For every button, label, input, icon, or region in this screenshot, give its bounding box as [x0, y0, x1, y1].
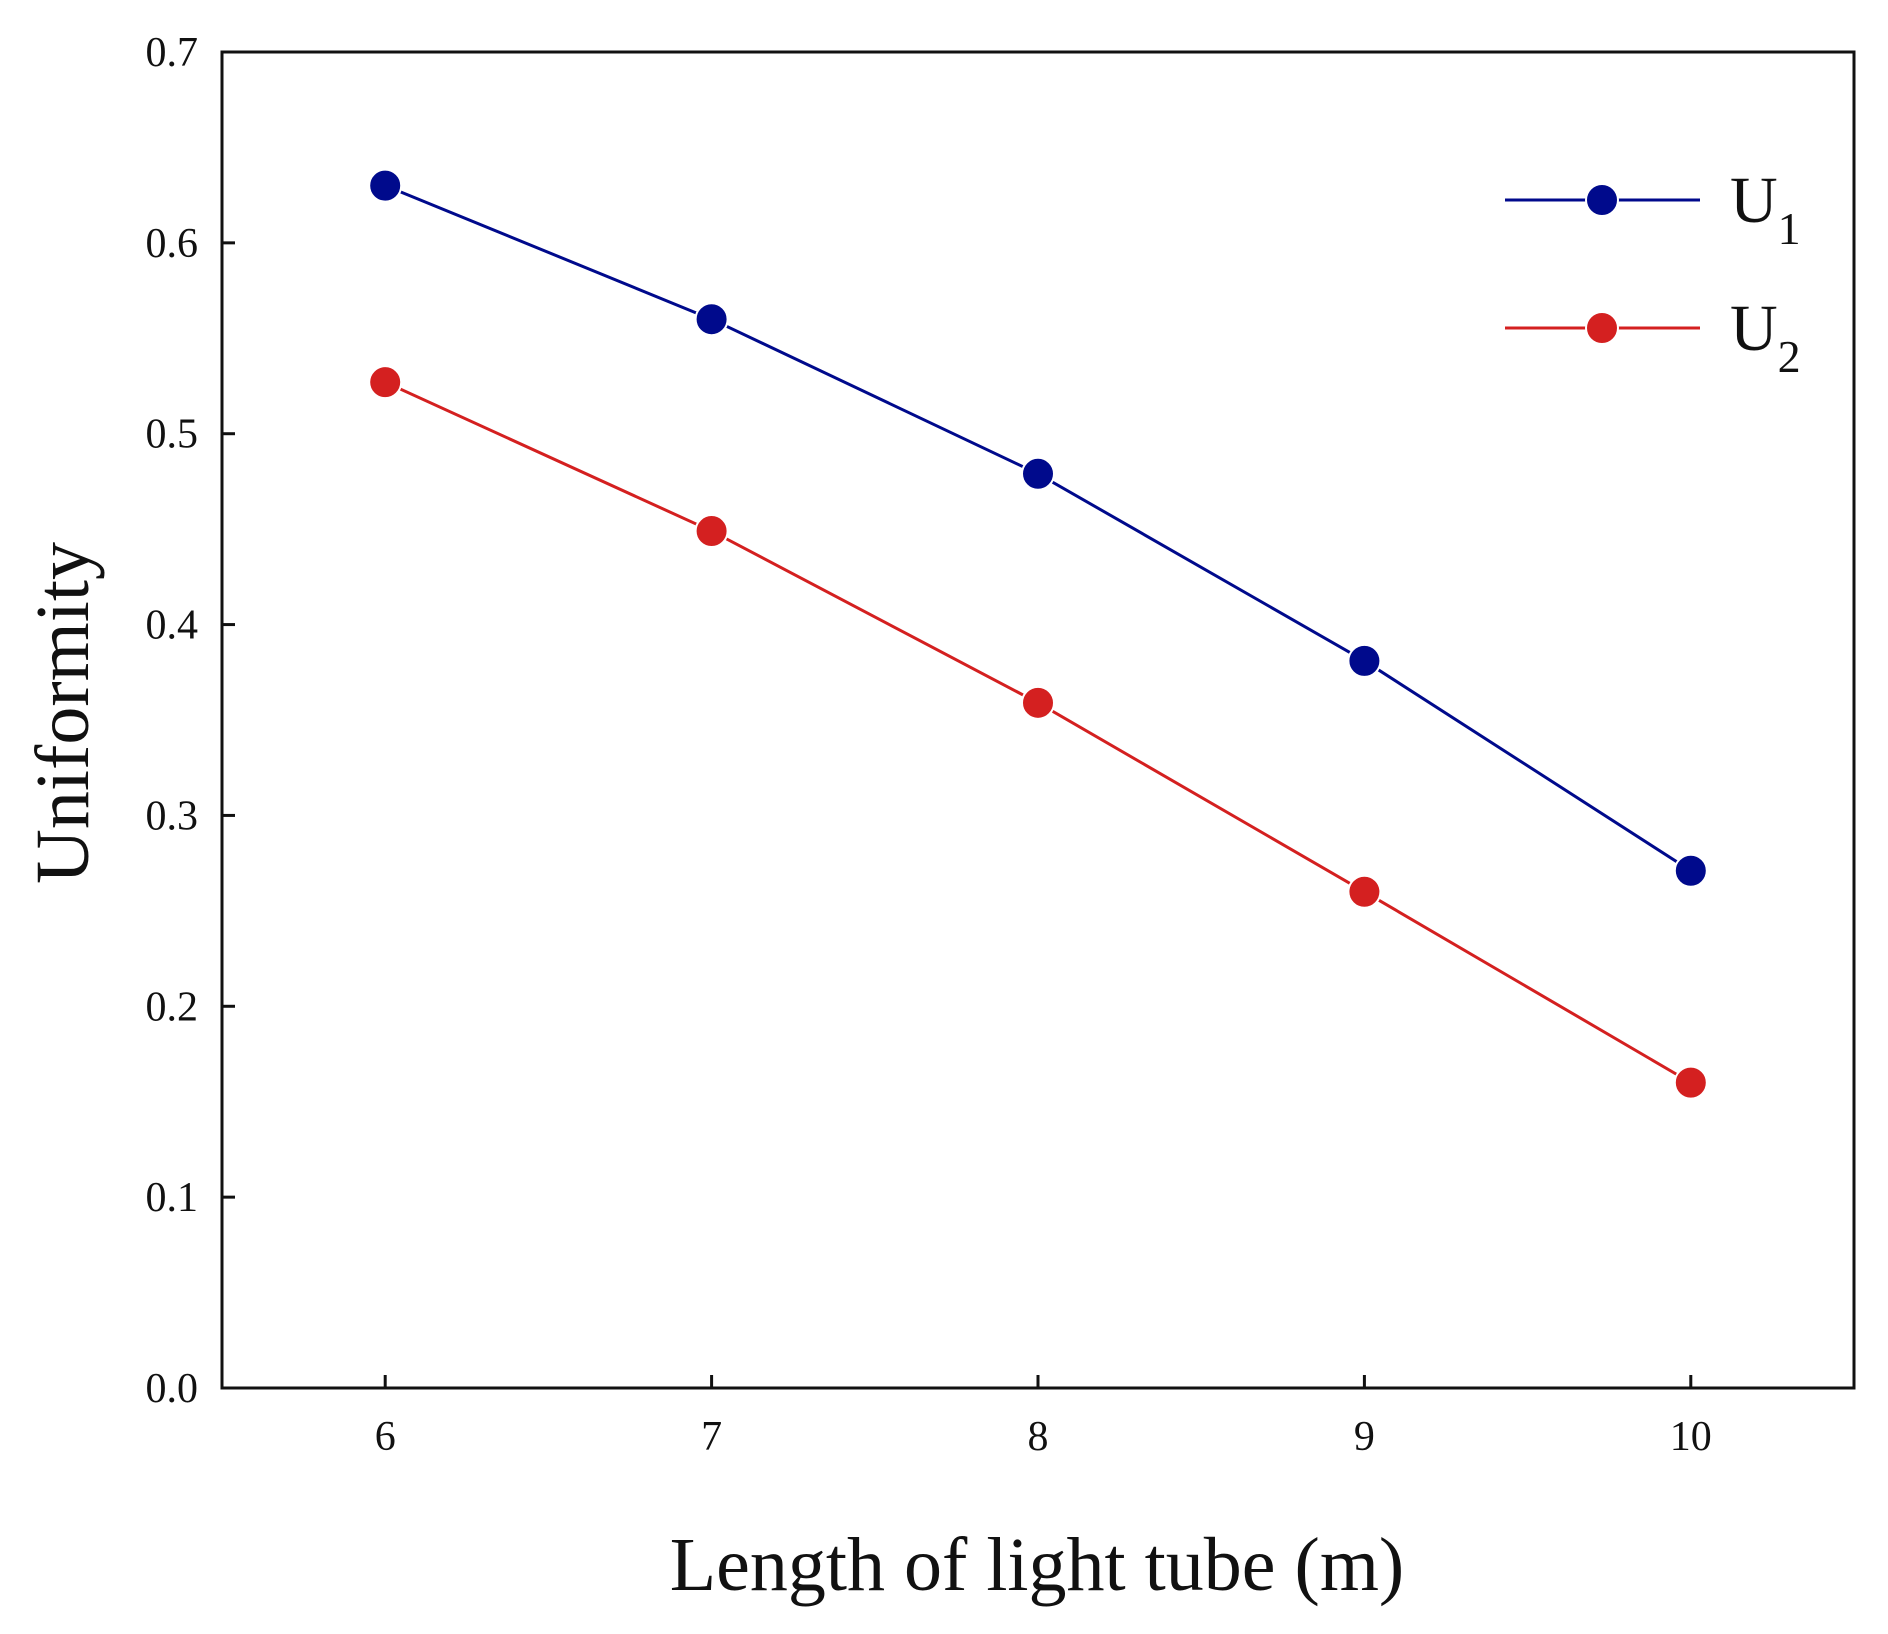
data-point: [694, 302, 729, 337]
data-point: [694, 514, 729, 549]
plot-area-border: [220, 50, 1856, 1390]
x-tick-label: 9: [1354, 1414, 1375, 1460]
data-point: [1673, 1065, 1708, 1100]
legend-item-u1: U1: [1505, 164, 1801, 254]
data-point: [1021, 456, 1055, 491]
data-point: [1673, 853, 1708, 888]
legend-label: U1: [1730, 164, 1801, 254]
x-tick-label: 10: [1670, 1414, 1712, 1460]
legend-marker: [1585, 183, 1619, 217]
series-group: [368, 168, 1708, 1100]
data-point: [368, 365, 403, 400]
axis-ticks: 0.0 0.1 0.2 0.3 0.4 0.5 0.6 0.7 6 7 8 9 10: [146, 30, 1712, 1460]
series-u2: [368, 365, 1708, 1100]
series-line: [384, 184, 1692, 873]
y-tick-label: 0.1: [146, 1175, 199, 1221]
legend-item-u2: U2: [1505, 292, 1801, 382]
x-tick-label: 8: [1028, 1414, 1049, 1460]
legend-label: U2: [1730, 292, 1801, 382]
y-tick-label: 0.6: [146, 221, 199, 267]
y-axis-title: Uniformity: [21, 542, 105, 884]
y-tick-label: 0.3: [146, 793, 199, 839]
plot-frame: [220, 50, 1856, 1390]
x-axis-title: Length of light tube (m): [670, 1523, 1405, 1607]
data-point: [368, 168, 403, 203]
data-point: [1347, 643, 1382, 678]
data-point: [1021, 685, 1055, 720]
series-u1: [368, 168, 1708, 888]
y-tick-label: 0.0: [146, 1366, 199, 1412]
y-tick-label: 0.2: [146, 984, 199, 1030]
y-tick-label: 0.4: [146, 603, 199, 649]
x-tick-label: 6: [375, 1414, 396, 1460]
legend-marker: [1585, 311, 1619, 345]
y-tick-label: 0.5: [146, 412, 199, 458]
data-point: [1347, 874, 1382, 909]
x-tick-label: 7: [701, 1414, 722, 1460]
y-tick-label: 0.7: [146, 30, 199, 76]
